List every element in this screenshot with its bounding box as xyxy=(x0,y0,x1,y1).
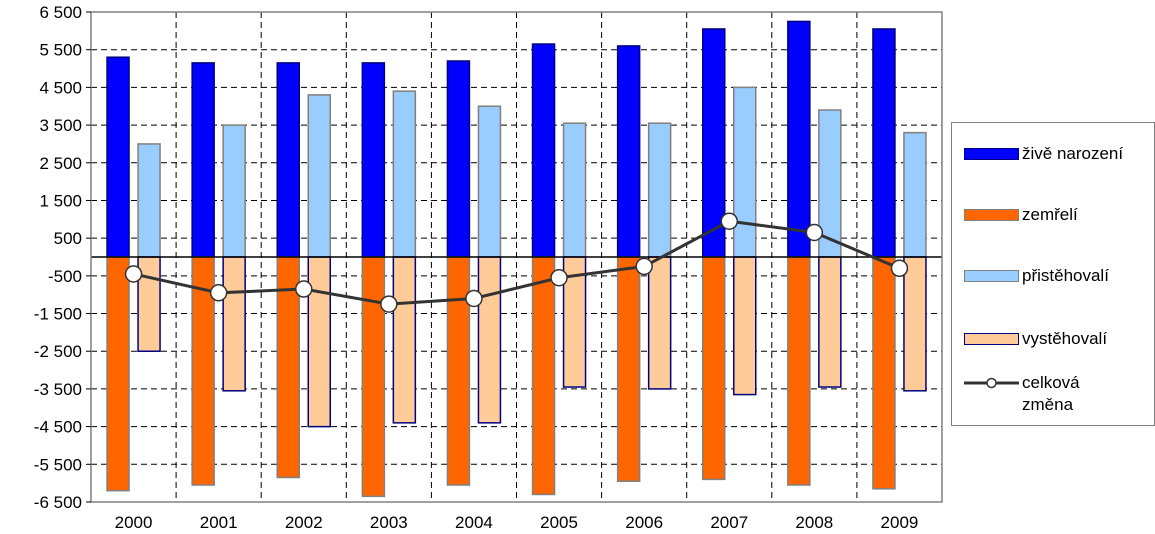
legend-item-deaths: zemřelí xyxy=(964,204,1132,226)
plot-border xyxy=(90,11,943,503)
x-tick-label: 2009 xyxy=(881,513,919,532)
bar-immigrants-2002 xyxy=(307,94,331,258)
legend-label-immigrants: přistěhovalí xyxy=(1022,266,1109,285)
legend-label-total-change: celková změna xyxy=(1022,373,1080,414)
bar-deaths-2004 xyxy=(446,256,471,486)
legend-item-immigrants: přistěhovalí xyxy=(964,265,1132,287)
legend-swatch-births xyxy=(964,148,1019,160)
bar-births-2003 xyxy=(361,62,386,258)
point-total-change-2008 xyxy=(805,223,824,242)
x-tick-label: 2001 xyxy=(200,513,238,532)
line-total-change xyxy=(133,219,901,306)
bar-births-2008 xyxy=(787,20,811,258)
bar-immigrants-2003 xyxy=(392,90,417,258)
x-tick-label: 2004 xyxy=(455,513,493,532)
bar-emigrants-2004 xyxy=(477,256,502,424)
bar-emigrants-2007 xyxy=(733,256,757,396)
x-tick-label: 2008 xyxy=(795,513,833,532)
y-tick-label: 500 xyxy=(54,229,82,248)
bar-births-2000 xyxy=(106,56,130,258)
bar-emigrants-2002 xyxy=(307,256,331,428)
bar-immigrants-2007 xyxy=(733,86,757,258)
y-tick-label: -3 500 xyxy=(34,380,82,399)
y-tick-label: 3 500 xyxy=(39,116,82,135)
y-tick-label: -500 xyxy=(48,267,82,286)
legend-swatch-deaths xyxy=(964,209,1019,221)
bar-deaths-2008 xyxy=(787,256,811,486)
y-tick-label: 5 500 xyxy=(39,41,82,60)
legend-line-total-change xyxy=(964,372,1019,394)
point-total-change-2003 xyxy=(380,295,398,313)
y-tick-label: 2 500 xyxy=(39,154,82,173)
bar-deaths-2009 xyxy=(872,256,896,490)
point-total-change-2007 xyxy=(720,212,738,230)
bar-deaths-2005 xyxy=(531,256,556,496)
bar-births-2005 xyxy=(531,43,556,258)
point-total-change-2009 xyxy=(890,259,909,278)
y-tick-label: -5 500 xyxy=(34,455,82,474)
point-total-change-2001 xyxy=(209,284,228,302)
point-total-change-2004 xyxy=(465,289,483,308)
point-total-change-2002 xyxy=(295,280,313,298)
legend-item-total-change: celková změna xyxy=(964,372,1132,416)
legend-label-births: živě narození xyxy=(1022,144,1124,163)
bar-immigrants-2005 xyxy=(562,122,587,258)
y-tick-label: -4 500 xyxy=(34,418,82,437)
bar-immigrants-2006 xyxy=(647,122,672,258)
legend: živě narození zemřelí přistěhovalí vystě… xyxy=(951,122,1155,426)
legend-swatch-immigrants xyxy=(964,270,1019,282)
bar-births-2002 xyxy=(276,62,300,258)
x-tick-label: 2000 xyxy=(115,513,153,532)
bar-immigrants-2000 xyxy=(137,143,161,258)
y-tick-label: 4 500 xyxy=(39,78,82,97)
bar-deaths-2006 xyxy=(616,256,641,483)
y-tick-label: 6 500 xyxy=(39,3,82,22)
bar-immigrants-2009 xyxy=(903,131,927,258)
y-tick-label: 1 500 xyxy=(39,191,82,210)
x-tick-label: 2002 xyxy=(285,513,323,532)
bar-births-2001 xyxy=(191,62,215,258)
bar-emigrants-2008 xyxy=(818,256,842,388)
bar-emigrants-2003 xyxy=(392,256,417,424)
bar-emigrants-2006 xyxy=(647,256,672,390)
point-total-change-2000 xyxy=(124,265,143,283)
bar-immigrants-2001 xyxy=(222,124,246,258)
bar-emigrants-2001 xyxy=(222,256,246,392)
y-tick-label: -1 500 xyxy=(34,305,82,324)
legend-item-births: živě narození xyxy=(964,143,1132,165)
bar-births-2009 xyxy=(872,28,896,258)
legend-swatch-emigrants xyxy=(964,333,1019,345)
bar-deaths-2007 xyxy=(702,256,726,481)
legend-label-emigrants: vystěhovalí xyxy=(1022,329,1108,348)
x-tick-label: 2007 xyxy=(710,513,748,532)
point-total-change-2005 xyxy=(550,268,568,287)
bar-births-2006 xyxy=(616,45,641,258)
bar-immigrants-2004 xyxy=(477,105,502,258)
x-tick-label: 2005 xyxy=(540,513,578,532)
point-total-change-2006 xyxy=(635,257,653,276)
legend-label-deaths: zemřelí xyxy=(1022,205,1078,224)
x-tick-label: 2003 xyxy=(370,513,408,532)
y-tick-label: -6 500 xyxy=(34,493,82,512)
bar-emigrants-2009 xyxy=(903,256,927,392)
x-tick-label: 2006 xyxy=(625,513,663,532)
bar-deaths-2000 xyxy=(106,256,130,492)
y-tick-label: -2 500 xyxy=(34,342,82,361)
bar-births-2004 xyxy=(446,60,471,258)
bar-deaths-2003 xyxy=(361,256,386,498)
legend-item-emigrants: vystěhovalí xyxy=(964,328,1132,350)
